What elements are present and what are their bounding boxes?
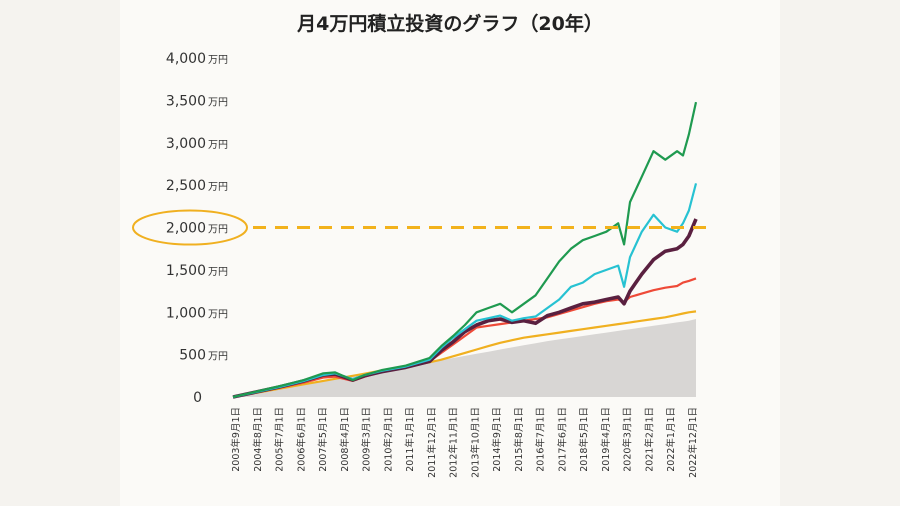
y-tick-label: 1,000 (166, 305, 206, 321)
y-tick-label: 0 (193, 390, 202, 406)
x-tick-label: 2006年6月1日 (295, 407, 307, 472)
x-tick-label: 2020年3月1日 (622, 407, 634, 472)
x-tick-label: 2021年2月1日 (644, 407, 656, 472)
y-tick-unit: 万円 (208, 267, 228, 278)
y-tick-unit: 万円 (208, 352, 228, 363)
y-tick-label: 3,000 (166, 136, 206, 152)
x-tick-label: 2011年12月1日 (426, 407, 438, 478)
y-tick-unit: 万円 (208, 55, 228, 66)
y-tick-unit: 万円 (208, 140, 228, 151)
x-tick-label: 2014年9月1日 (491, 407, 503, 472)
x-axis: 2003年9月1日 2004年8月1日 2005年7月1日 2006年6月1日 2007… (230, 407, 699, 478)
x-tick-label: 2009年3月1日 (361, 407, 373, 472)
x-tick-label: 2005年7月1日 (274, 407, 286, 472)
chart-page: 月4万円積立投資のグラフ（20年） 0 500 万円 1,000 万円 1,500 万円 2,… (120, 0, 780, 506)
y-tick-unit: 万円 (208, 97, 228, 108)
y-tick-unit: 万円 (208, 309, 228, 320)
highlight-ellipse (132, 209, 248, 246)
y-tick-label: 2,000 (166, 221, 206, 237)
x-tick-label: 2019年4月1日 (600, 407, 612, 472)
y-tick-label: 4,000 (166, 51, 206, 67)
series-line-5 (232, 101, 698, 399)
x-tick-label: 2018年5月1日 (578, 407, 590, 472)
x-tick-label: 2004年8月1日 (252, 407, 264, 472)
x-tick-label: 2015年8月1日 (513, 407, 525, 472)
x-tick-label: 2012年11月1日 (448, 407, 460, 478)
x-tick-label: 2017年6月1日 (556, 407, 568, 472)
x-tick-label: 2010年2月1日 (382, 407, 394, 472)
series-line-1 (232, 310, 697, 399)
x-tick-label: 2022年12月1日 (687, 407, 699, 478)
x-tick-label: 2007年5月1日 (317, 407, 329, 472)
y-tick-unit: 万円 (208, 182, 228, 193)
y-tick-label: 1,500 (166, 263, 206, 279)
x-tick-label: 2022年1月1日 (665, 407, 677, 472)
y-tick-unit: 万円 (208, 225, 228, 236)
x-tick-label: 2003年9月1日 (230, 407, 242, 472)
x-tick-label: 2016年7月1日 (535, 407, 547, 472)
y-tick-label: 2,500 (166, 178, 206, 194)
chart-title: 月4万円積立投資のグラフ（20年） (296, 12, 603, 35)
y-tick-label: 3,500 (166, 93, 206, 109)
plot-area (232, 101, 708, 399)
y-tick-label: 500 (179, 348, 206, 364)
x-tick-label: 2011年1月1日 (404, 407, 416, 472)
x-tick-label: 2008年4月1日 (339, 407, 351, 472)
x-tick-label: 2013年10月1日 (469, 407, 481, 478)
